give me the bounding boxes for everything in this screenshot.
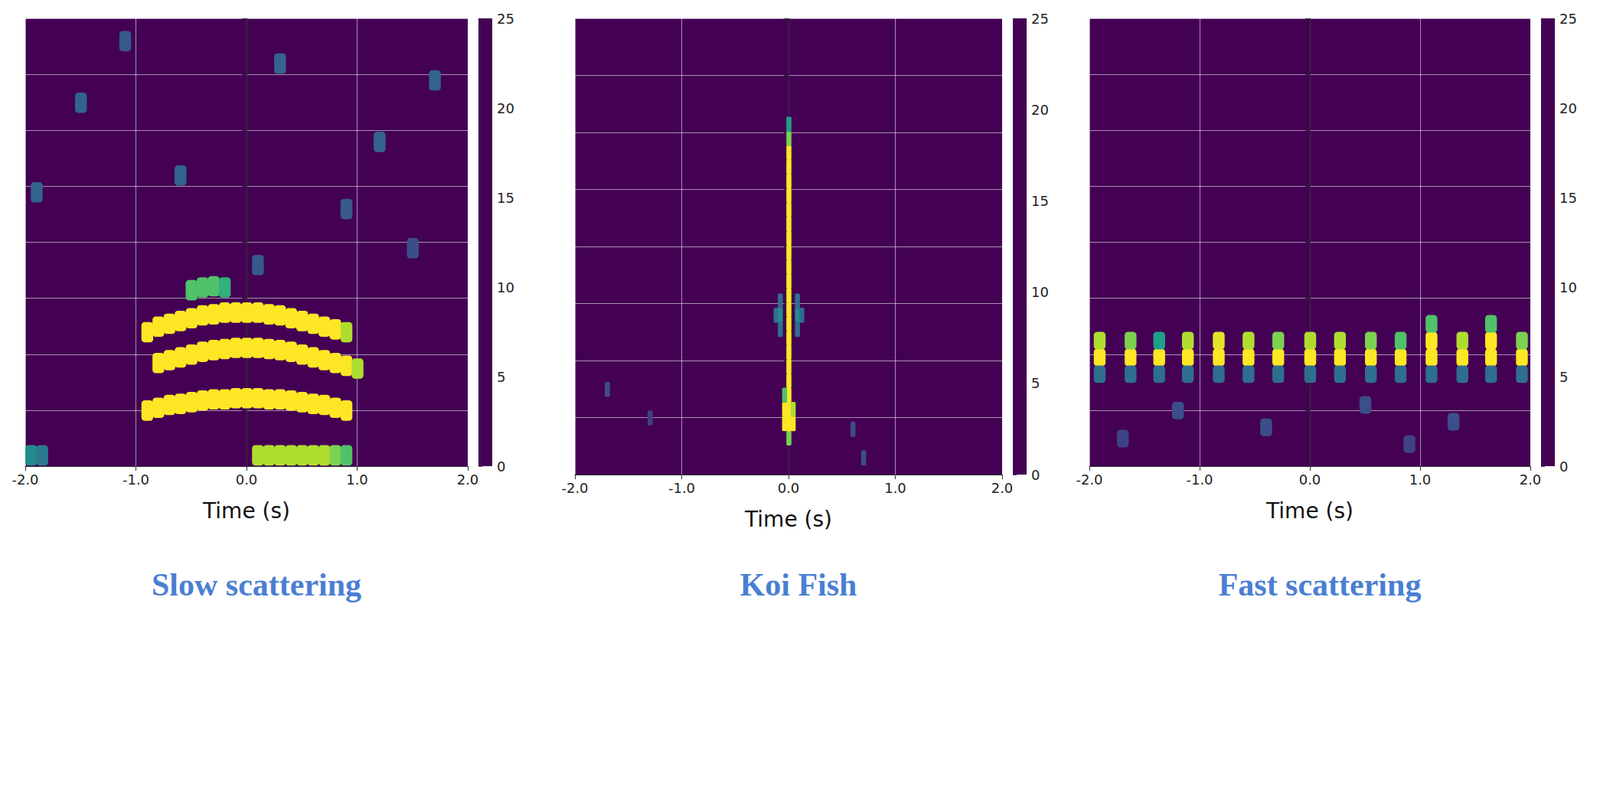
- svg-text:Time (s): Time (s): [202, 498, 291, 524]
- svg-text:2.0: 2.0: [1519, 471, 1542, 488]
- svg-text:-1.0: -1.0: [122, 471, 150, 488]
- svg-text:20: 20: [1031, 101, 1049, 118]
- svg-text:20: 20: [496, 100, 515, 117]
- svg-text:0: 0: [1031, 466, 1040, 484]
- svg-text:-1.0: -1.0: [668, 480, 696, 497]
- svg-text:25: 25: [1031, 10, 1049, 27]
- svg-text:10: 10: [1031, 284, 1049, 301]
- svg-text:25: 25: [1559, 10, 1578, 27]
- svg-text:0.0: 0.0: [777, 480, 800, 497]
- svg-text:15: 15: [1559, 189, 1578, 206]
- svg-text:2.0: 2.0: [991, 480, 1014, 497]
- svg-text:0.0: 0.0: [235, 471, 258, 488]
- svg-text:0.0: 0.0: [1299, 471, 1322, 488]
- svg-text:1.0: 1.0: [884, 480, 907, 497]
- svg-text:Fast scattering: Fast scattering: [1218, 567, 1422, 603]
- svg-text:10: 10: [1559, 279, 1578, 296]
- svg-text:5: 5: [1559, 368, 1568, 386]
- svg-text:1.0: 1.0: [1409, 471, 1432, 488]
- svg-text:15: 15: [1031, 192, 1049, 209]
- svg-text:-2.0: -2.0: [561, 480, 588, 497]
- svg-text:2.0: 2.0: [457, 471, 480, 488]
- svg-text:10: 10: [496, 279, 515, 296]
- svg-text:-1.0: -1.0: [1185, 471, 1213, 488]
- svg-text:1.0: 1.0: [346, 471, 369, 488]
- svg-text:Slow scattering: Slow scattering: [151, 567, 362, 603]
- svg-text:15: 15: [496, 189, 515, 206]
- svg-text:0: 0: [496, 458, 506, 475]
- svg-text:20: 20: [1559, 100, 1578, 117]
- svg-text:-2.0: -2.0: [1075, 471, 1103, 488]
- svg-text:Time (s): Time (s): [744, 506, 833, 533]
- svg-text:0: 0: [1559, 458, 1568, 475]
- svg-text:-2.0: -2.0: [11, 471, 39, 488]
- svg-text:Koi Fish: Koi Fish: [740, 567, 858, 603]
- svg-text:Time (s): Time (s): [1265, 498, 1354, 524]
- svg-text:5: 5: [496, 368, 506, 386]
- svg-text:5: 5: [1031, 375, 1040, 392]
- svg-text:25: 25: [496, 10, 515, 27]
